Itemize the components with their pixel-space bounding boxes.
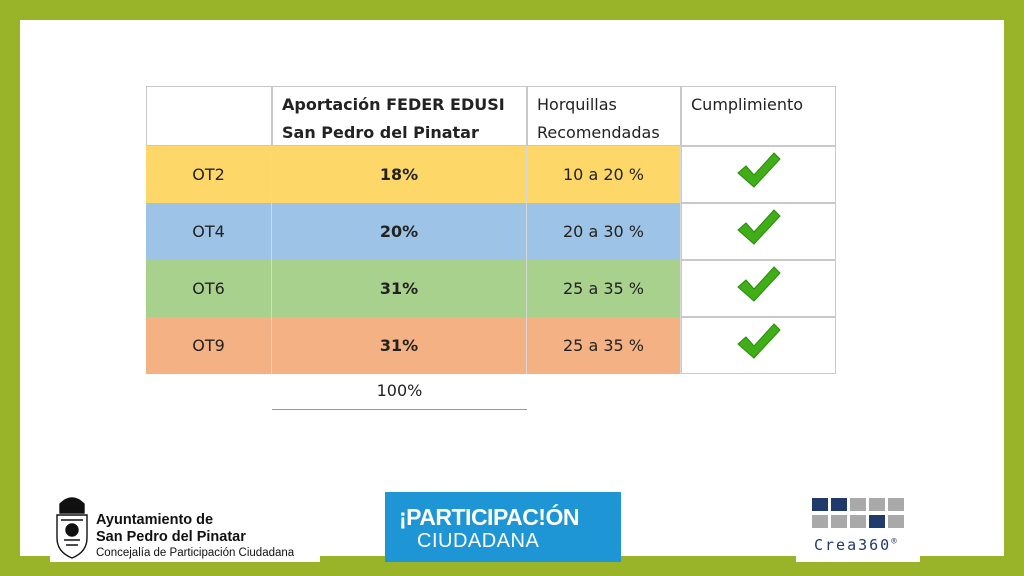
header-blank [146,86,272,146]
cell-cumplimiento [681,317,836,374]
cell-horquilla: 25 a 35 % [527,260,681,317]
checkmark-icon [737,209,781,245]
cell-ot: OT6 [146,260,272,317]
crea360-label: Crea360 [814,536,892,554]
cell-ot: OT2 [146,146,272,203]
cell-ot: OT4 [146,203,272,260]
squares-grid-icon [812,498,904,528]
cell-ot: OT9 [146,317,272,374]
cell-horquilla: 10 a 20 % [527,146,681,203]
crea360-logo: Crea360® [796,492,920,562]
ayuntamiento-line3: Concejalía de Participación Ciudadana [96,547,295,559]
registered-mark: ® [891,537,899,547]
cell-cumplimiento [681,260,836,317]
header-cumplimiento: Cumplimiento [681,86,836,146]
participacion-line2: CIUDADANA [417,530,540,552]
checkmark-icon [737,323,781,359]
cell-horquilla: 20 a 30 % [527,203,681,260]
checkmark-icon [737,152,781,188]
cell-aportacion: 31% [272,260,527,317]
total-value: 100% [272,372,527,410]
header-horquillas-line1: Horquillas [537,95,617,114]
ayuntamiento-logo: Ayuntamiento de San Pedro del Pinatar Co… [50,488,320,562]
coat-of-arms-icon [56,497,88,559]
header-aportacion-line1: Aportación FEDER EDUSI [282,95,505,114]
cell-cumplimiento [681,203,836,260]
header-aportacion: Aportación FEDER EDUSI San Pedro del Pin… [272,86,527,146]
checkmark-icon [737,266,781,302]
participacion-logo: ¡PARTICIPAC!ÓN CIUDADANA [385,492,621,562]
cell-cumplimiento [681,146,836,203]
participacion-line1: ¡PARTICIPAC!ÓN [399,504,579,530]
cell-aportacion: 18% [272,146,527,203]
header-horquillas: Horquillas Recomendadas [527,86,681,146]
cell-aportacion: 31% [272,317,527,374]
header-cumplimiento-label: Cumplimiento [691,95,804,114]
header-aportacion-line2: San Pedro del Pinatar [282,123,479,142]
ayuntamiento-line1: Ayuntamiento de [96,512,214,528]
crea360-text: Crea360® [814,536,899,554]
ayuntamiento-line2: San Pedro del Pinatar [96,529,246,545]
header-horquillas-line2: Recomendadas [537,123,660,142]
cell-horquilla: 25 a 35 % [527,317,681,374]
cell-aportacion: 20% [272,203,527,260]
